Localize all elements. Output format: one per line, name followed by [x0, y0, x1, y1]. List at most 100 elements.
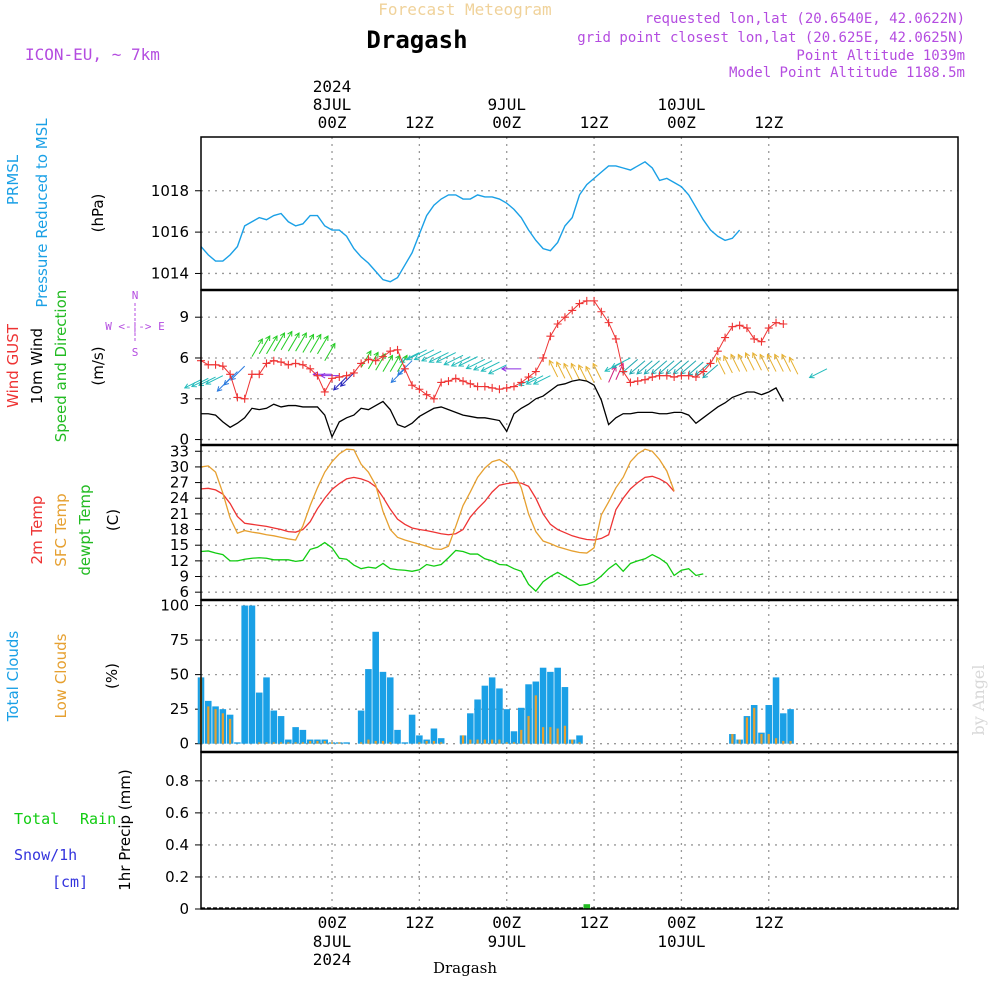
- low-cloud-bar: [316, 740, 319, 744]
- chart-supertitle: Forecast Meteogram: [378, 0, 551, 19]
- wind-arrow: [382, 355, 393, 372]
- y-tick-label: 0: [179, 900, 189, 918]
- wind-arrow: [519, 376, 537, 386]
- low-cloud-bar: [330, 742, 334, 744]
- gust-marker: [677, 371, 686, 380]
- top-year-label: 2024: [313, 77, 352, 96]
- total-cloud-bar: [488, 677, 496, 744]
- gust-marker: [502, 383, 511, 392]
- gust-marker: [648, 373, 657, 382]
- wind-arrow-head: [406, 355, 413, 361]
- gust-marker: [291, 359, 300, 368]
- wind-arrow-head: [737, 353, 743, 360]
- low-cloud-bar: [549, 727, 552, 744]
- gust-marker: [357, 359, 366, 368]
- y-axis-title: SFC Temp: [52, 493, 70, 566]
- total-cloud-bar: [248, 605, 256, 744]
- y-axis-title: dewpt Temp: [76, 484, 94, 575]
- wind-arrow-head: [428, 357, 435, 363]
- wind-arrow-head: [480, 366, 487, 372]
- wind-arrow-head: [808, 373, 815, 379]
- total-cloud-bar: [255, 692, 263, 744]
- wind-arrow-head: [443, 360, 450, 366]
- compass-south: S: [132, 346, 139, 359]
- wind-arrow-head: [723, 355, 729, 361]
- low-cloud-bar: [505, 742, 508, 744]
- y-axis-title: Total Clouds: [4, 631, 22, 723]
- wind-arrow-head: [563, 362, 569, 369]
- wind-arrow-head: [294, 332, 300, 339]
- total-cloud-bar: [539, 667, 547, 744]
- wind-arrow-head: [316, 333, 322, 340]
- low-cloud-bar: [563, 725, 567, 744]
- wind-arrow-head: [500, 366, 507, 372]
- low-cloud-bar: [360, 742, 363, 744]
- wind-arrow-head: [636, 369, 643, 375]
- low-cloud-bar: [491, 739, 494, 744]
- top-date-label: 10JUL: [657, 95, 705, 114]
- wind-arrow: [629, 360, 646, 375]
- y-tick-label: 0.2: [165, 868, 189, 886]
- low-cloud-bar: [542, 727, 545, 744]
- total-cloud-bar: [517, 707, 525, 744]
- wind-speed-line: [201, 379, 784, 439]
- total-cloud-bar: [292, 727, 299, 744]
- y-tick-label: 27: [170, 474, 189, 492]
- gust-marker: [699, 367, 708, 376]
- wind-arrow: [702, 364, 719, 379]
- gust-marker: [284, 360, 293, 369]
- gust-marker: [641, 375, 650, 384]
- gust-marker: [553, 319, 562, 328]
- low-cloud-bar: [774, 738, 778, 744]
- wind-arrow: [687, 361, 704, 376]
- low-cloud-bar: [265, 742, 268, 744]
- total-cloud-bar: [263, 677, 270, 744]
- low-cloud-bar: [309, 740, 312, 744]
- low-cloud-bar: [374, 740, 377, 744]
- top-date-label: 8JUL: [313, 95, 352, 114]
- y-tick-label: 21: [170, 505, 189, 523]
- low-cloud-bar: [534, 695, 537, 744]
- low-cloud-bar: [760, 734, 763, 744]
- y-tick-label: 18: [170, 521, 189, 539]
- bottom-date-label: 9JUL: [487, 932, 526, 951]
- wind-arrow: [184, 379, 202, 389]
- low-cloud-bar: [418, 742, 421, 744]
- wind-arrow-head: [679, 369, 686, 375]
- wind-arrow: [390, 368, 406, 383]
- low-cloud-bar: [323, 740, 326, 744]
- wind-arrow-head: [592, 362, 598, 369]
- gust-marker: [211, 360, 220, 369]
- total-cloud-bar: [437, 738, 445, 744]
- gust-marker: [619, 367, 628, 376]
- wind-arrow-head: [629, 369, 635, 375]
- low-cloud-bar: [483, 739, 486, 744]
- wind-arrow: [407, 349, 427, 360]
- total-cloud-bar: [787, 709, 794, 744]
- y-tick-label: 6: [179, 583, 189, 601]
- wind-arrow-head: [272, 335, 278, 341]
- bottom-hour-label: 00Z: [318, 913, 347, 932]
- gust-marker: [691, 373, 700, 382]
- pressure-line: [200, 160, 741, 283]
- gust-marker: [400, 364, 409, 373]
- y-tick-label: 0: [179, 431, 189, 449]
- gust-marker: [706, 359, 715, 368]
- wind-arrow: [665, 360, 682, 375]
- wind-arrow-head: [604, 366, 611, 372]
- wind-arrow-head: [279, 332, 286, 339]
- total-cloud-bar: [357, 710, 365, 744]
- y-axis-title: Pressure Reduced to MSL: [33, 118, 51, 308]
- low-cloud-bar: [469, 739, 472, 744]
- total-cloud-bar: [416, 735, 423, 744]
- y-tick-label: 6: [179, 349, 189, 367]
- y-axis-title: Low Clouds: [52, 633, 70, 718]
- wind-arrow-head: [257, 338, 263, 344]
- gust-marker: [604, 318, 613, 327]
- low-cloud-bar: [527, 716, 530, 744]
- gust-marker: [772, 318, 781, 327]
- low-cloud-bar: [272, 742, 275, 744]
- total-cloud-bar: [510, 731, 518, 744]
- credit-watermark: by Angel: [969, 664, 988, 735]
- total-cloud-bar: [241, 605, 248, 744]
